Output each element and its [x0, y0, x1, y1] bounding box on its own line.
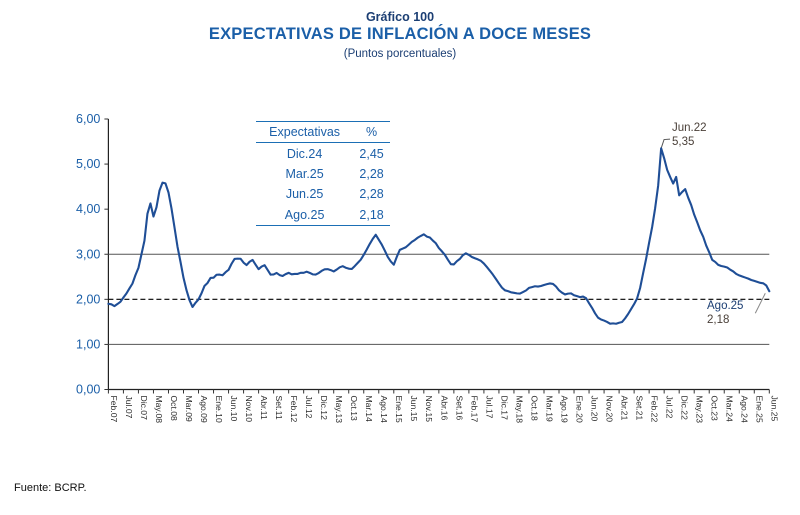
svg-text:Oct.08: Oct.08: [169, 396, 179, 422]
svg-text:Nov.15: Nov.15: [424, 396, 434, 423]
svg-text:Jun.15: Jun.15: [409, 396, 419, 422]
svg-text:Abr.16: Abr.16: [439, 396, 449, 421]
svg-text:2,00: 2,00: [76, 292, 100, 306]
svg-text:Mar.24: Mar.24: [725, 396, 735, 422]
svg-text:3,00: 3,00: [76, 247, 100, 261]
svg-text:May.08: May.08: [154, 396, 164, 424]
svg-text:Jul.12: Jul.12: [304, 396, 314, 419]
svg-text:Set.11: Set.11: [274, 396, 284, 420]
svg-text:Ago.19: Ago.19: [559, 396, 569, 423]
svg-text:Jul.22: Jul.22: [665, 396, 675, 419]
svg-text:May.13: May.13: [334, 396, 344, 424]
svg-text:Abr.11: Abr.11: [259, 396, 269, 420]
svg-text:Oct.18: Oct.18: [529, 396, 539, 422]
svg-text:Mar.19: Mar.19: [544, 396, 554, 422]
svg-text:Oct.13: Oct.13: [349, 396, 359, 422]
svg-text:Dic.22: Dic.22: [680, 396, 690, 421]
svg-text:Ene.20: Ene.20: [574, 396, 584, 423]
svg-text:Dic.12: Dic.12: [319, 396, 329, 421]
svg-text:Oct.23: Oct.23: [710, 396, 720, 422]
svg-text:Ago.09: Ago.09: [199, 396, 209, 423]
svg-text:Set.21: Set.21: [635, 396, 645, 421]
svg-text:Jul.17: Jul.17: [484, 396, 494, 419]
svg-text:May.18: May.18: [514, 396, 524, 424]
svg-text:Ago.14: Ago.14: [379, 396, 389, 423]
svg-text:Dic.07: Dic.07: [139, 396, 149, 421]
svg-text:Abr.21: Abr.21: [620, 396, 630, 421]
svg-text:Feb.22: Feb.22: [650, 396, 660, 423]
svg-text:Ene.10: Ene.10: [214, 396, 224, 423]
svg-text:Ene.25: Ene.25: [755, 396, 765, 423]
svg-text:5,00: 5,00: [76, 157, 100, 171]
svg-text:Feb.12: Feb.12: [289, 396, 299, 423]
svg-text:Jun.20: Jun.20: [589, 396, 599, 422]
svg-text:Nov.10: Nov.10: [244, 396, 254, 423]
svg-text:Dic.17: Dic.17: [499, 396, 509, 421]
svg-text:Nov.20: Nov.20: [604, 396, 614, 423]
svg-text:May.23: May.23: [695, 396, 705, 424]
svg-text:Ene.15: Ene.15: [394, 396, 404, 423]
svg-text:Mar.09: Mar.09: [184, 396, 194, 422]
svg-text:Set.16: Set.16: [454, 396, 464, 421]
svg-text:1,00: 1,00: [76, 337, 100, 351]
svg-text:Jul.07: Jul.07: [124, 396, 134, 419]
svg-text:6,00: 6,00: [76, 112, 100, 126]
svg-text:Feb.07: Feb.07: [109, 396, 119, 423]
svg-text:Jun.25: Jun.25: [770, 396, 780, 422]
svg-text:4,00: 4,00: [76, 202, 100, 216]
svg-text:Ago.24: Ago.24: [740, 396, 750, 423]
svg-text:Feb.17: Feb.17: [469, 396, 479, 423]
svg-text:Mar.14: Mar.14: [364, 396, 374, 422]
svg-text:Jun.10: Jun.10: [229, 396, 239, 422]
svg-text:0,00: 0,00: [76, 383, 100, 397]
